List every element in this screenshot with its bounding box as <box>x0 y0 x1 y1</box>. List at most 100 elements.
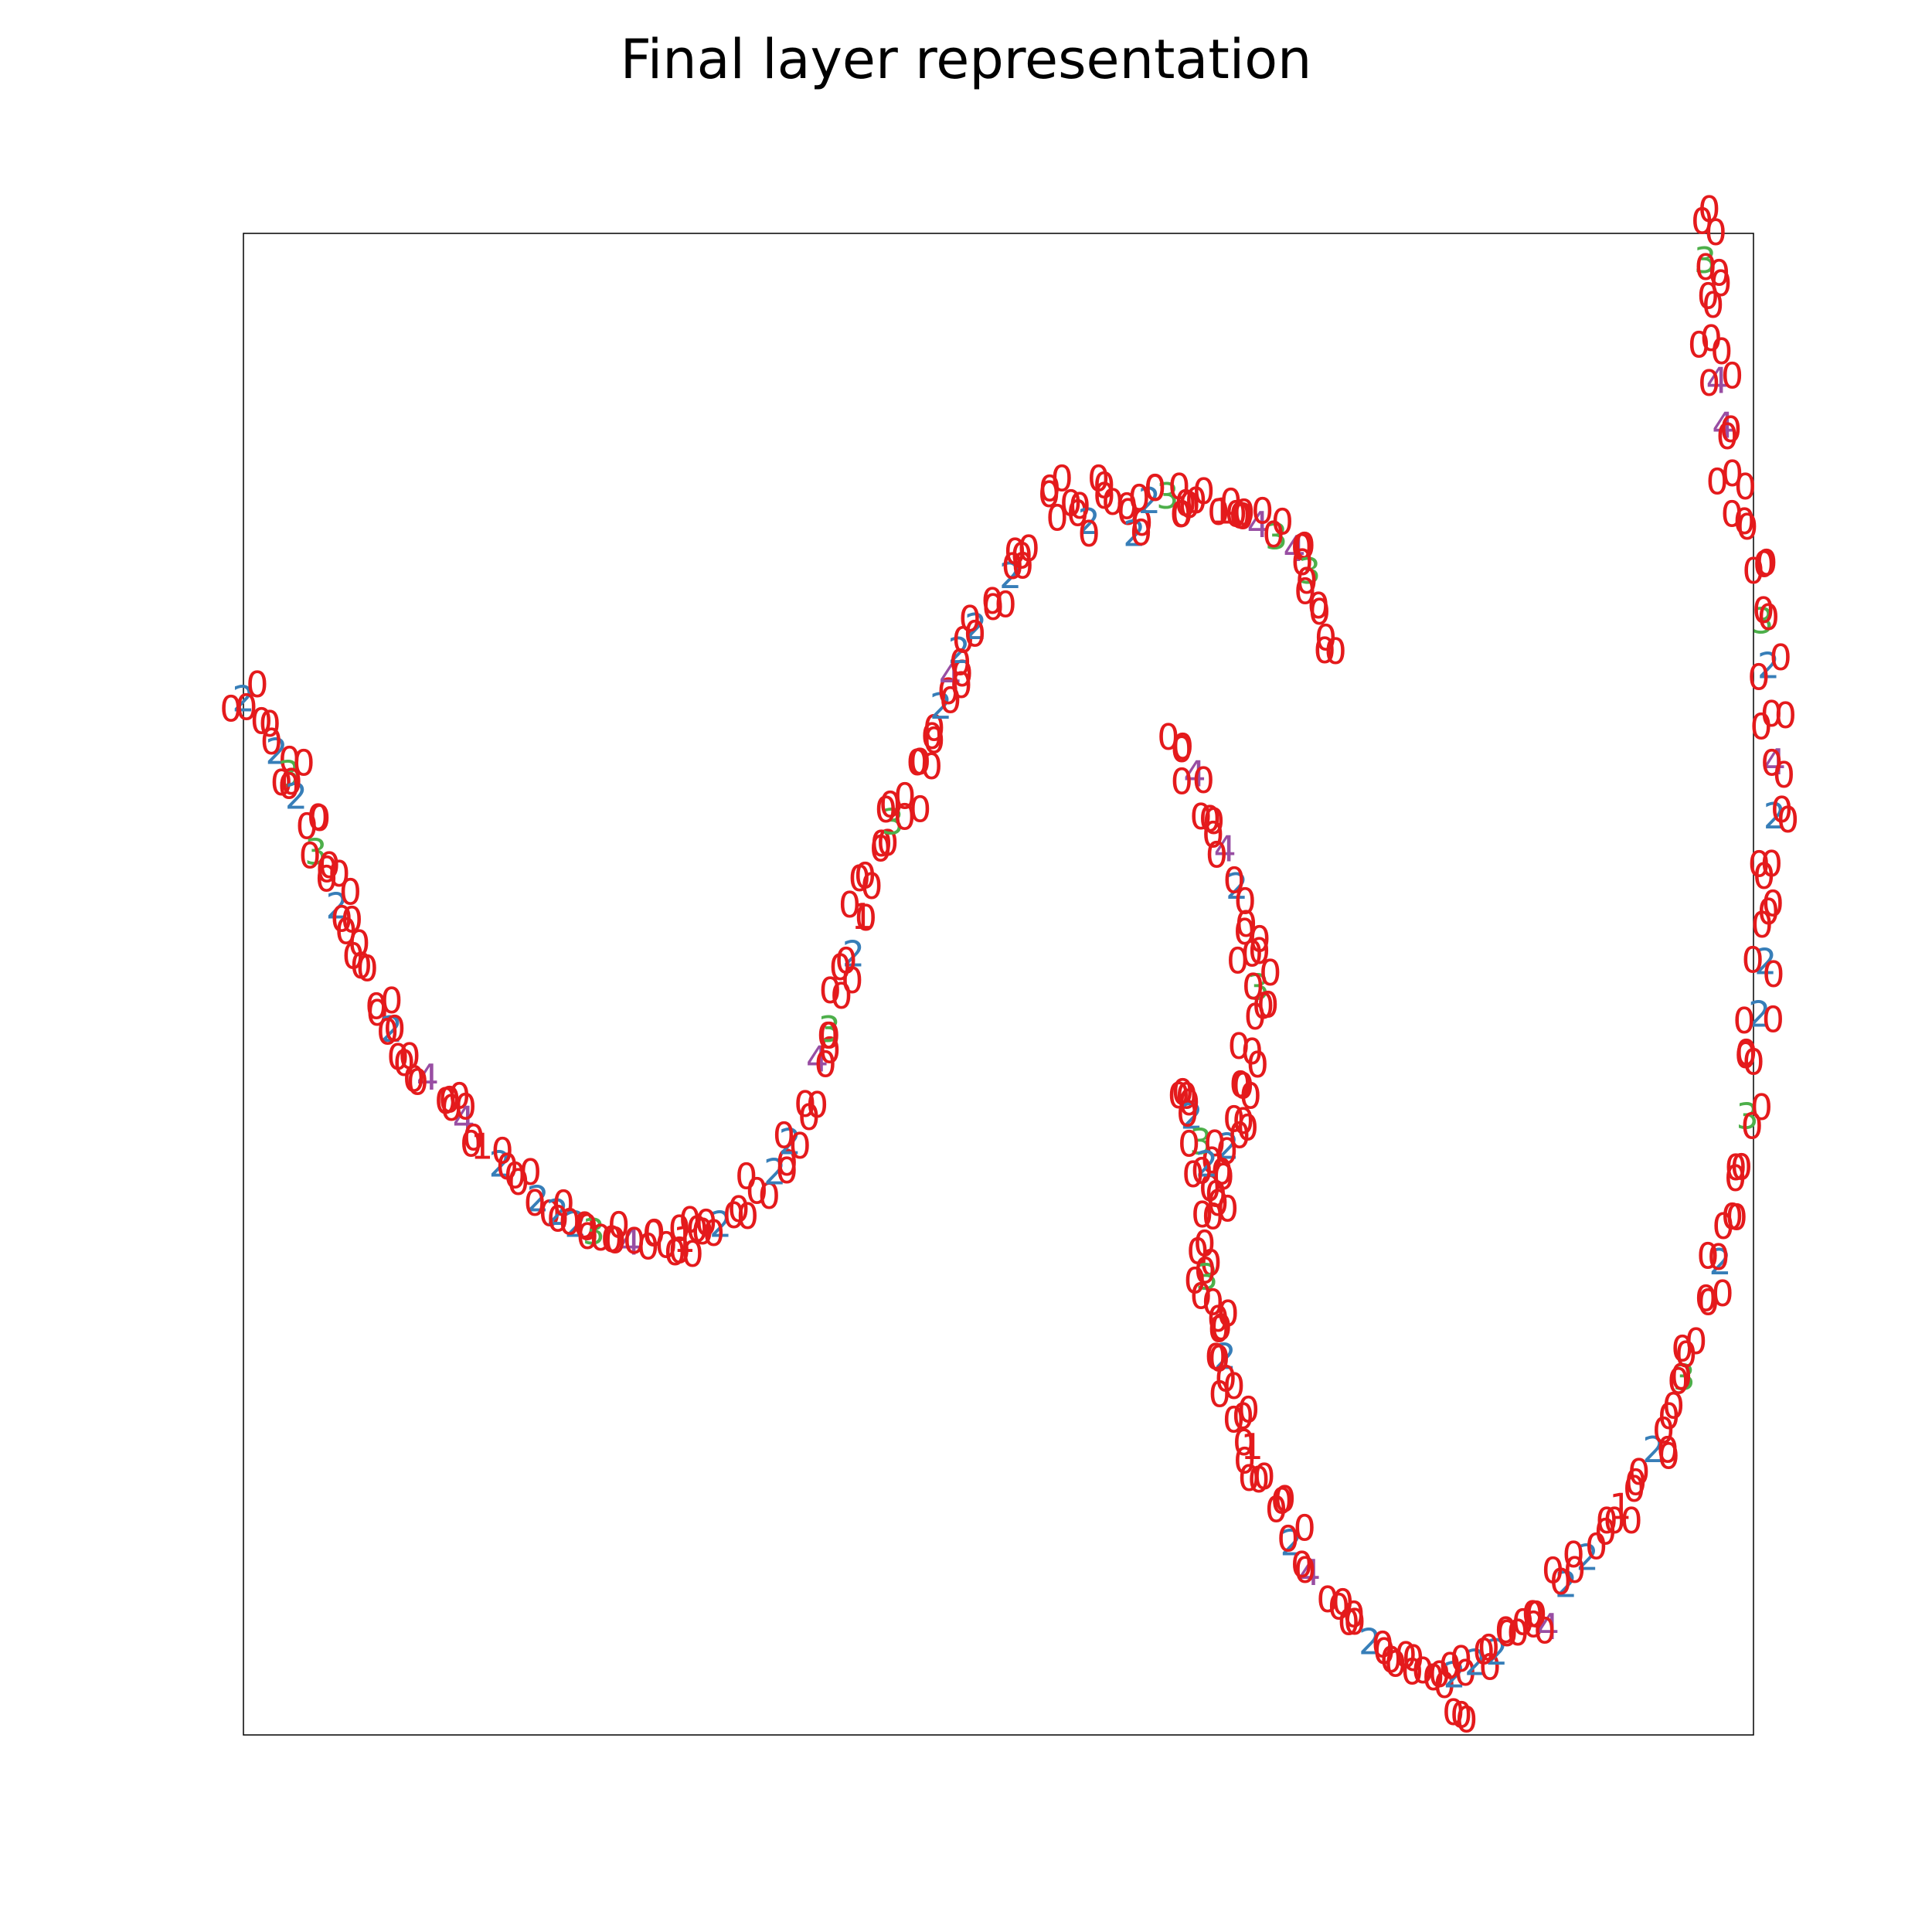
data-point: 2 <box>964 606 987 648</box>
data-point: 0 <box>920 746 943 787</box>
data-point: 0 <box>1191 1151 1213 1192</box>
data-point: 0 <box>1735 1032 1757 1073</box>
data-point: 3 <box>1196 1256 1218 1298</box>
data-point: 0 <box>1294 1549 1316 1591</box>
data-point: 0 <box>1069 485 1091 527</box>
data-point: 0 <box>406 1062 429 1104</box>
data-point: 0 <box>1066 493 1089 535</box>
data-point: 2 <box>1748 993 1770 1035</box>
data-point: 0 <box>1242 966 1264 1008</box>
data-point: 0 <box>817 1015 839 1057</box>
data-point: 3 <box>1694 240 1716 281</box>
data-point: 0 <box>1175 1075 1198 1117</box>
data-point: 0 <box>1525 1594 1547 1636</box>
data-point: 0 <box>1248 930 1270 972</box>
data-point: 0 <box>923 708 945 750</box>
data-point: 0 <box>981 580 1004 622</box>
data-point: 0 <box>950 665 972 706</box>
data-point: 0 <box>875 789 897 831</box>
data-point: 2 <box>1123 513 1145 555</box>
data-point: 0 <box>386 1036 409 1078</box>
data-point: 0 <box>366 992 389 1034</box>
data-point: 0 <box>1205 1174 1227 1216</box>
data-point: 0 <box>1343 1601 1366 1643</box>
data-point: 0 <box>1253 1456 1275 1498</box>
data-point: 2 <box>265 730 287 772</box>
data-point: 0 <box>1252 985 1274 1027</box>
data-point: 2 <box>1642 1429 1665 1471</box>
data-point: 0 <box>1372 1631 1395 1672</box>
data-point: 0 <box>341 899 363 940</box>
data-point: 0 <box>1773 754 1795 796</box>
data-point: 0 <box>398 1036 420 1077</box>
data-point: 0 <box>1227 1026 1250 1067</box>
data-point: 0 <box>1201 1140 1223 1182</box>
data-point: 0 <box>1205 1336 1227 1378</box>
data-point: 0 <box>356 948 379 990</box>
data-point: 0 <box>668 1208 690 1250</box>
data-point: 2 <box>1138 480 1161 522</box>
data-point: 0 <box>1178 1124 1200 1165</box>
data-point: 0 <box>1017 528 1039 570</box>
data-point: 0 <box>1247 1044 1269 1086</box>
data-point: 0 <box>1270 1481 1293 1522</box>
data-point: 0 <box>1203 1123 1226 1165</box>
data-point: 0 <box>1175 483 1197 525</box>
data-point: 0 <box>1742 939 1764 981</box>
data-point: 0 <box>1762 883 1784 924</box>
data-point: 0 <box>330 899 352 940</box>
data-point: 0 <box>539 1193 561 1235</box>
data-point: 0 <box>1247 1459 1270 1501</box>
data-point: 0 <box>1439 1645 1461 1687</box>
data-point: 0 <box>1219 481 1242 522</box>
data-point: 0 <box>1742 1042 1764 1083</box>
data-point: 4 <box>1183 753 1206 795</box>
data-point: 0 <box>1293 1508 1315 1549</box>
data-point: 0 <box>590 1217 612 1259</box>
data-point: 0 <box>981 587 1004 628</box>
data-point: 4 <box>1712 405 1734 447</box>
data-point: 0 <box>1192 760 1215 801</box>
data-point: 0 <box>250 701 273 743</box>
data-point: 0 <box>507 1162 529 1203</box>
data-point: 0 <box>668 1230 691 1272</box>
data-point: 0 <box>1232 495 1254 537</box>
data-point: 0 <box>524 1182 546 1224</box>
data-point: 0 <box>496 1146 519 1188</box>
data-point: 4 <box>619 1222 641 1264</box>
data-point: 0 <box>1186 1230 1209 1272</box>
data-point: 0 <box>559 1201 581 1243</box>
data-point: 0 <box>1716 416 1738 457</box>
data-point: 0 <box>552 1182 574 1224</box>
data-point: 0 <box>1241 934 1264 975</box>
data-point: 0 <box>1316 1579 1338 1621</box>
data-point: 0 <box>1710 331 1733 372</box>
data-point: 0 <box>893 776 916 818</box>
data-point: 0 <box>1191 1194 1213 1236</box>
data-point: 2 <box>999 555 1022 597</box>
data-point: 0 <box>1295 560 1318 602</box>
data-point: 0 <box>1657 1435 1679 1477</box>
data-point: 0 <box>860 866 883 907</box>
data-point: 0 <box>1624 1462 1647 1504</box>
data-point: 0 <box>219 689 242 730</box>
data-point: 1 <box>673 1219 696 1260</box>
data-point: 0 <box>1078 513 1100 555</box>
data-point: 0 <box>1596 1500 1618 1542</box>
data-point: 0 <box>727 1189 750 1230</box>
data-point: 0 <box>1422 1657 1444 1699</box>
data-point: 0 <box>1721 453 1743 495</box>
data-point: 2 <box>1078 501 1100 543</box>
data-point: 0 <box>434 1080 457 1122</box>
data-point: 0 <box>1708 252 1730 294</box>
data-point: 0 <box>600 1219 623 1260</box>
data-point: 0 <box>1522 1594 1544 1635</box>
data-point: 0 <box>1315 617 1337 659</box>
data-point: 4 <box>1764 741 1786 783</box>
data-point: 0 <box>818 1030 841 1072</box>
data-point: 0 <box>1241 1031 1264 1073</box>
data-point: 2 <box>842 934 865 975</box>
data-point: 0 <box>951 653 973 695</box>
data-point: 2 <box>764 1151 786 1192</box>
